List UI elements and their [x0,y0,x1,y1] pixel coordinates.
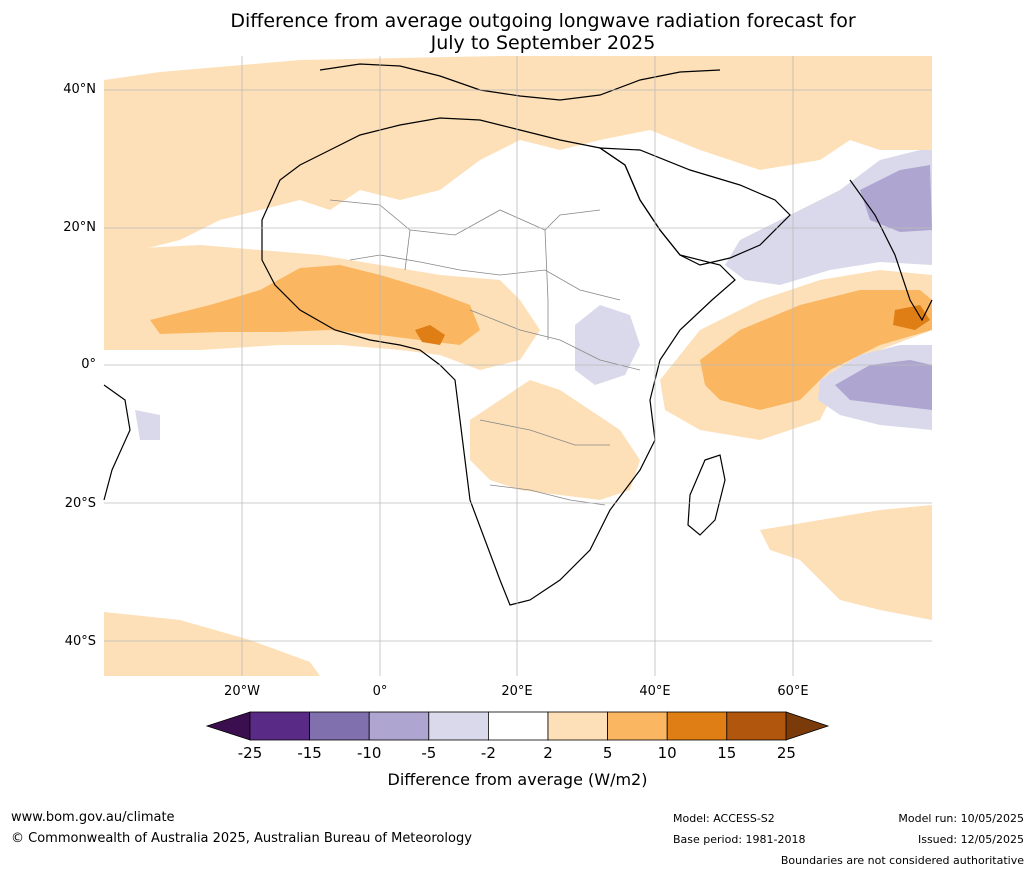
lat-label-20s: 20°S [64,496,96,511]
anomaly-southwest-atlantic [104,612,320,676]
europe-coastline [319,63,721,101]
colorbar-bin [249,711,310,741]
footer-model: Model: ACCESS-S2 [673,812,775,825]
colorbar-tick: 2 [543,744,553,762]
footer-base-period: Base period: 1981-2018 [673,833,806,846]
colorbar [205,711,830,741]
lon-label-20w: 20°W [224,684,260,699]
map-title: Difference from average outgoing longwav… [100,10,986,54]
colorbar-tick: -10 [356,744,382,762]
colorbar-bin [547,711,608,741]
colorbar-tick: 15 [717,744,737,762]
title-line-2: July to September 2025 [430,32,656,54]
colorbar-tick: -5 [421,744,437,762]
footer-disclaimer: Boundaries are not considered authoritat… [780,854,1024,867]
anomaly-southern-africa [470,380,640,500]
footer-model-run: Model run: 10/05/2025 [898,812,1024,825]
footer-copyright: © Commonwealth of Australia 2025, Austra… [11,831,472,846]
anomaly-westafrica-mid [150,265,480,345]
anomaly-west-atlantic-negative [135,410,160,440]
colorbar-bin [726,711,787,741]
footer-issued: Issued: 12/05/2025 [917,833,1024,846]
colorbar-bin [428,711,489,741]
colorbar-tick: -15 [297,744,322,762]
colorbar-tick: 10 [657,744,677,762]
lat-label-20n: 20°N [63,220,96,235]
lon-label-0: 0° [372,684,388,699]
lon-label-20e: 20°E [501,684,533,699]
colorbar-arrow-right [785,711,830,741]
anomaly-indian-ocean-mid [700,290,932,410]
colorbar-tick: 5 [602,744,613,762]
gridlines [104,56,932,676]
colorbar-bin [309,711,370,741]
anomaly-north-band [104,56,932,260]
india-coastline [849,179,933,322]
colorbar-tick: -25 [237,744,263,762]
colorbar-arrow-left [205,711,251,741]
south-america-coastline [103,384,131,501]
colorbar-bin [607,711,668,741]
colorbar-bin [368,711,430,741]
lat-label-0: 0° [81,357,96,372]
colorbar-label: Difference from average (W/m2) [387,770,648,789]
lat-label-40n: 40°N [63,82,96,97]
anomaly-southeast-io [760,505,932,620]
footer-url[interactable]: www.bom.gov.au/climate [11,810,175,825]
anomaly-indian-ocean-strong [893,305,930,330]
title-line-1: Difference from average outgoing longwav… [230,10,856,32]
colorbar-bin [487,711,549,741]
colorbar-tick: 25 [776,744,796,762]
colorbar-bin [666,711,728,741]
anomaly-india-negative [860,165,932,232]
lon-label-60e: 60°E [777,684,809,699]
madagascar-coastline [687,454,726,536]
anomaly-equatorial-io-negative-mid [835,360,932,410]
country-borders [329,199,641,506]
anomaly-westafrica-strong [415,325,445,345]
lat-label-40s: 40°S [64,634,96,649]
colorbar-tick: -2 [480,744,496,762]
arabia-coastline [597,147,791,266]
lon-label-40e: 40°E [639,684,671,699]
anomaly-fields [104,56,932,676]
